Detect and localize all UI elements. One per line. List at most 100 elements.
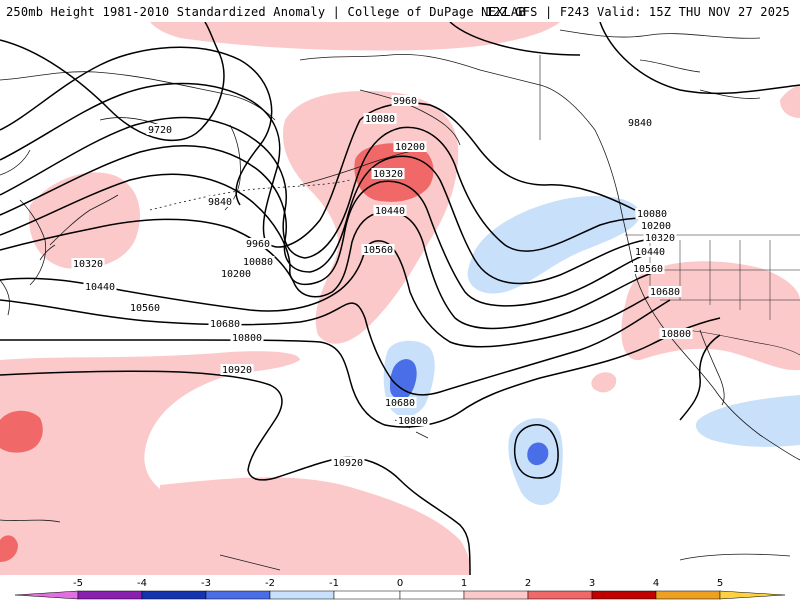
- contour-label-10440: 10440: [375, 206, 405, 217]
- colorbar-segment: [719, 590, 786, 600]
- anomaly-negative-mexico: [695, 395, 800, 447]
- anomaly-positive-southwest-us: [621, 261, 800, 371]
- contour-label-background: [371, 168, 405, 179]
- contour-10080: [0, 116, 646, 259]
- anomaly-positive-south-lobe: [160, 477, 471, 575]
- anomaly-strong-positive-west: [0, 410, 43, 453]
- contour-label-background: [635, 208, 669, 219]
- anomaly-positive-small-1: [591, 372, 617, 393]
- colorbar-tick-label: 0: [397, 578, 403, 589]
- contour-label-background: [396, 415, 430, 426]
- contour-10560: [0, 240, 666, 348]
- contour-10680: [0, 299, 671, 396]
- colorbar-segment: [205, 590, 271, 600]
- contour-label-10680: 10680: [210, 319, 240, 330]
- anomaly-colorbar: -5 -4 -3 -2 -1 0 1 2 3 4 5: [14, 578, 786, 600]
- contour-9840-east: [599, 22, 800, 95]
- colorbar-tick-label: -2: [265, 578, 275, 589]
- colorbar-tick-label: -3: [201, 578, 211, 589]
- contour-label-9960: 9960: [246, 239, 270, 250]
- anomaly-strong-negative-south: [527, 442, 549, 466]
- contour-label-background: [373, 205, 407, 216]
- contour-10200: [0, 145, 646, 285]
- contour-label-10440: 10440: [85, 282, 115, 293]
- contour-10440: [0, 211, 656, 330]
- contour-label-background: [361, 244, 395, 255]
- contour-label-10080: 10080: [365, 114, 395, 125]
- contour-label-10920: 10920: [333, 458, 363, 469]
- colorbar-segment: [399, 590, 465, 600]
- contour-label-10080: 10080: [637, 209, 667, 220]
- contour-label-10320: 10320: [73, 259, 103, 270]
- height-contours: [0, 22, 800, 575]
- contour-label-10800: 10800: [232, 333, 262, 344]
- anomaly-strong-positive-sw: [0, 535, 18, 562]
- contour-10920-west: [0, 370, 471, 575]
- contour-label-background: [631, 263, 665, 274]
- contour-label-10800: 10800: [398, 416, 428, 427]
- contour-label-10680: 10680: [650, 287, 680, 298]
- colorbar-tick-label: -4: [137, 578, 147, 589]
- contour-9840-west: [0, 22, 581, 206]
- contour-label-background: [83, 281, 117, 292]
- contour-9720: [0, 22, 225, 142]
- contour-label-10560: 10560: [363, 245, 393, 256]
- anomaly-map: 9720984099601008010200103201044010560106…: [0, 22, 800, 575]
- colorbar-tick-label: 5: [717, 578, 723, 589]
- contour-label-10920: 10920: [222, 365, 252, 376]
- contour-label-background: [244, 238, 272, 249]
- contour-labels: 9720984099601008010200103201044010560106…: [71, 95, 693, 469]
- contour-label-background: [659, 328, 693, 339]
- colorbar-tick-label: -5: [73, 578, 83, 589]
- contour-9960: [0, 82, 636, 248]
- contour-label-10680: 10680: [385, 398, 415, 409]
- contour-label-10560: 10560: [633, 264, 663, 275]
- contour-label-background: [331, 457, 365, 468]
- anomaly-positive-subtropics: [0, 351, 300, 575]
- contour-label-background: [146, 124, 174, 135]
- colorbar-segments: [14, 590, 786, 600]
- contour-label-10800: 10800: [661, 329, 691, 340]
- contour-label-background: [639, 220, 673, 231]
- contour-label-background: [71, 258, 105, 269]
- colorbar-segment: [591, 590, 657, 600]
- contour-label-background: [206, 196, 234, 207]
- anomaly-positive-japan: [28, 172, 141, 269]
- contour-label-background: [230, 332, 264, 343]
- contour-label-background: [633, 246, 667, 257]
- coastlines: [0, 29, 800, 571]
- coastline-baja: [699, 329, 725, 406]
- contour-label-background: [219, 268, 253, 279]
- contour-label-background: [393, 141, 427, 152]
- colorbar-segment: [527, 590, 593, 600]
- header-bar: 250mb Height 1981-2010 Standardized Anom…: [0, 0, 800, 22]
- model-run-info: 12Z GFS | F243 Valid: 15Z THU NOV 27 202…: [485, 5, 790, 19]
- colorbar-tick-label: -1: [329, 578, 339, 589]
- anomaly-positive-northeast: [780, 85, 800, 118]
- contour-10320: [0, 173, 646, 307]
- contour-label-background: [208, 318, 242, 329]
- contour-10920-small: [513, 424, 559, 479]
- coastline-oceania: [0, 519, 791, 571]
- border-us-mexico: [684, 329, 800, 356]
- colorbar-tick-label: 1: [461, 578, 467, 589]
- contour-label-background: [383, 397, 417, 408]
- colorbar-segment: [333, 590, 401, 600]
- anomaly-positive-top: [150, 22, 560, 51]
- colorbar-segment: [14, 590, 79, 600]
- anomaly-strong-negative-central: [390, 359, 417, 400]
- contour-label-10560: 10560: [130, 303, 160, 314]
- contour-label-background: [626, 117, 654, 128]
- coastline-asia: [0, 71, 276, 316]
- coastline-alaska: [299, 54, 541, 186]
- contour-label-10200: 10200: [641, 221, 671, 232]
- colorbar-segment: [463, 590, 529, 600]
- contour-label-10080: 10080: [243, 257, 273, 268]
- colorbar-segment: [269, 590, 335, 600]
- contour-10800: [0, 317, 721, 428]
- colorbar-tick-label: 3: [589, 578, 595, 589]
- contour-label-10200: 10200: [221, 269, 251, 280]
- contour-label-10320: 10320: [645, 233, 675, 244]
- coastline-arctic: [559, 29, 761, 99]
